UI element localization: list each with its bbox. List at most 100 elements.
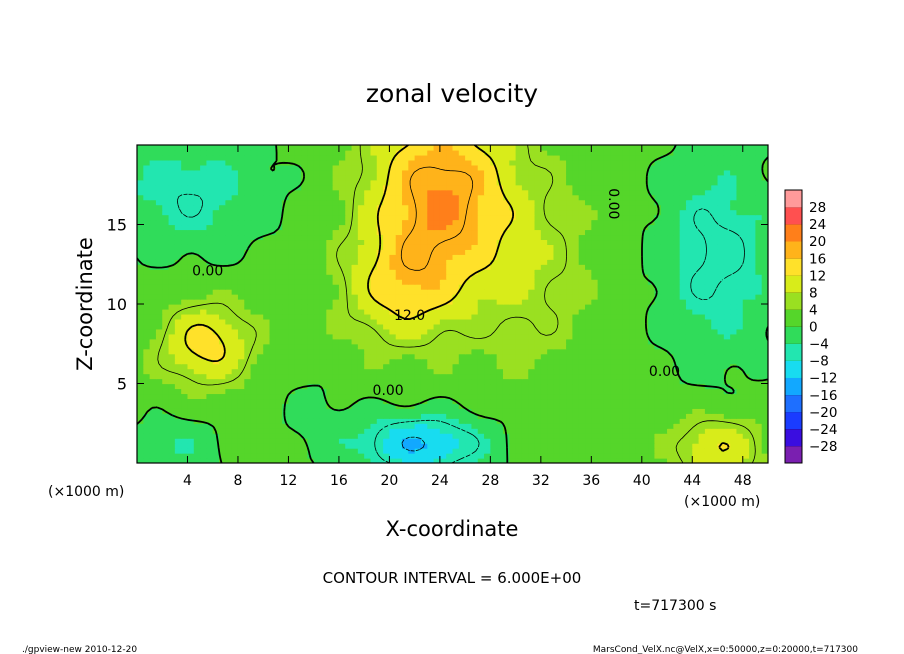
field-cell [187, 368, 195, 375]
field-cell [376, 299, 384, 305]
field-cell [761, 423, 768, 429]
field-cell [641, 368, 649, 375]
field-cell [143, 259, 151, 265]
field-cell [376, 438, 384, 444]
field-cell [137, 264, 144, 270]
field-cell [540, 458, 548, 463]
field-cell [490, 363, 498, 370]
field-cell [338, 453, 346, 459]
field-cell [704, 398, 712, 404]
field-cell [496, 234, 504, 241]
field-cell [578, 214, 586, 221]
field-cell [250, 448, 258, 454]
field-cell [458, 338, 466, 345]
field-cell [313, 393, 321, 400]
field-cell [547, 214, 555, 221]
field-cell [219, 388, 226, 395]
field-cell [402, 284, 409, 290]
field-cell [433, 443, 441, 449]
field-cell [730, 239, 738, 245]
field-cell [673, 388, 681, 395]
field-cell [181, 383, 189, 390]
field-cell [263, 279, 271, 285]
field-cell [200, 219, 208, 226]
field-cell [219, 284, 226, 290]
field-cell [458, 363, 466, 370]
field-cell [427, 229, 435, 236]
field-cell [755, 318, 763, 325]
field-cell [200, 403, 208, 409]
field-cell [515, 279, 523, 285]
field-cell [143, 413, 151, 419]
field-cell [256, 328, 264, 335]
field-cell [256, 239, 264, 245]
field-cell [439, 313, 447, 320]
field-cell [275, 294, 283, 300]
field-cell [635, 438, 643, 444]
field-cell [326, 274, 334, 280]
field-cell [667, 294, 674, 300]
field-cell [667, 383, 674, 390]
field-cell [635, 333, 643, 340]
field-cell [200, 244, 208, 250]
field-cell [288, 254, 296, 260]
field-cell [458, 348, 466, 355]
field-cell [231, 428, 239, 434]
field-cell [521, 234, 529, 241]
field-cell [502, 224, 510, 231]
field-cell [622, 304, 630, 310]
field-cell [206, 259, 214, 265]
field-cell [357, 289, 365, 295]
field-cell [439, 308, 447, 315]
field-cell [679, 443, 687, 449]
field-cell [275, 308, 283, 315]
field-cell [515, 393, 523, 400]
field-cell [256, 443, 264, 449]
field-cell [597, 353, 605, 360]
field-cell [730, 328, 738, 335]
field-cell [572, 214, 580, 221]
field-cell [667, 244, 674, 250]
field-cell [597, 274, 605, 280]
field-cell [749, 403, 756, 409]
field-cell [174, 328, 182, 335]
field-cell [698, 313, 706, 320]
field-cell [528, 418, 536, 424]
field-cell [477, 458, 485, 463]
field-cell [711, 323, 719, 330]
field-cell [553, 299, 561, 305]
field-cell [566, 413, 573, 419]
field-cell [326, 318, 334, 325]
field-cell [420, 249, 428, 255]
field-cell [667, 423, 674, 429]
field-cell [402, 269, 409, 275]
field-cell [351, 358, 359, 365]
field-cell [730, 378, 738, 385]
field-cell [597, 279, 605, 285]
field-cell [250, 323, 258, 330]
field-cell [622, 229, 630, 236]
field-cell [654, 249, 662, 255]
field-cell [427, 284, 435, 290]
field-cell [383, 328, 390, 335]
field-cell [389, 338, 397, 345]
field-cell [755, 348, 763, 355]
field-cell [174, 438, 182, 444]
field-cell [231, 299, 239, 305]
field-cell [326, 214, 334, 221]
field-cell [149, 433, 157, 439]
field-cell [143, 368, 151, 375]
field-cell [566, 458, 573, 463]
field-cell [641, 393, 649, 400]
field-cell [610, 289, 618, 295]
field-cell [502, 313, 510, 320]
field-cell [225, 428, 233, 434]
field-cell [559, 448, 567, 454]
field-cell [761, 388, 768, 395]
field-cell [528, 284, 536, 290]
field-cell [427, 398, 435, 404]
field-cell [168, 353, 176, 360]
field-cell [225, 373, 233, 380]
field-cell [439, 343, 447, 350]
field-cell [502, 333, 510, 340]
